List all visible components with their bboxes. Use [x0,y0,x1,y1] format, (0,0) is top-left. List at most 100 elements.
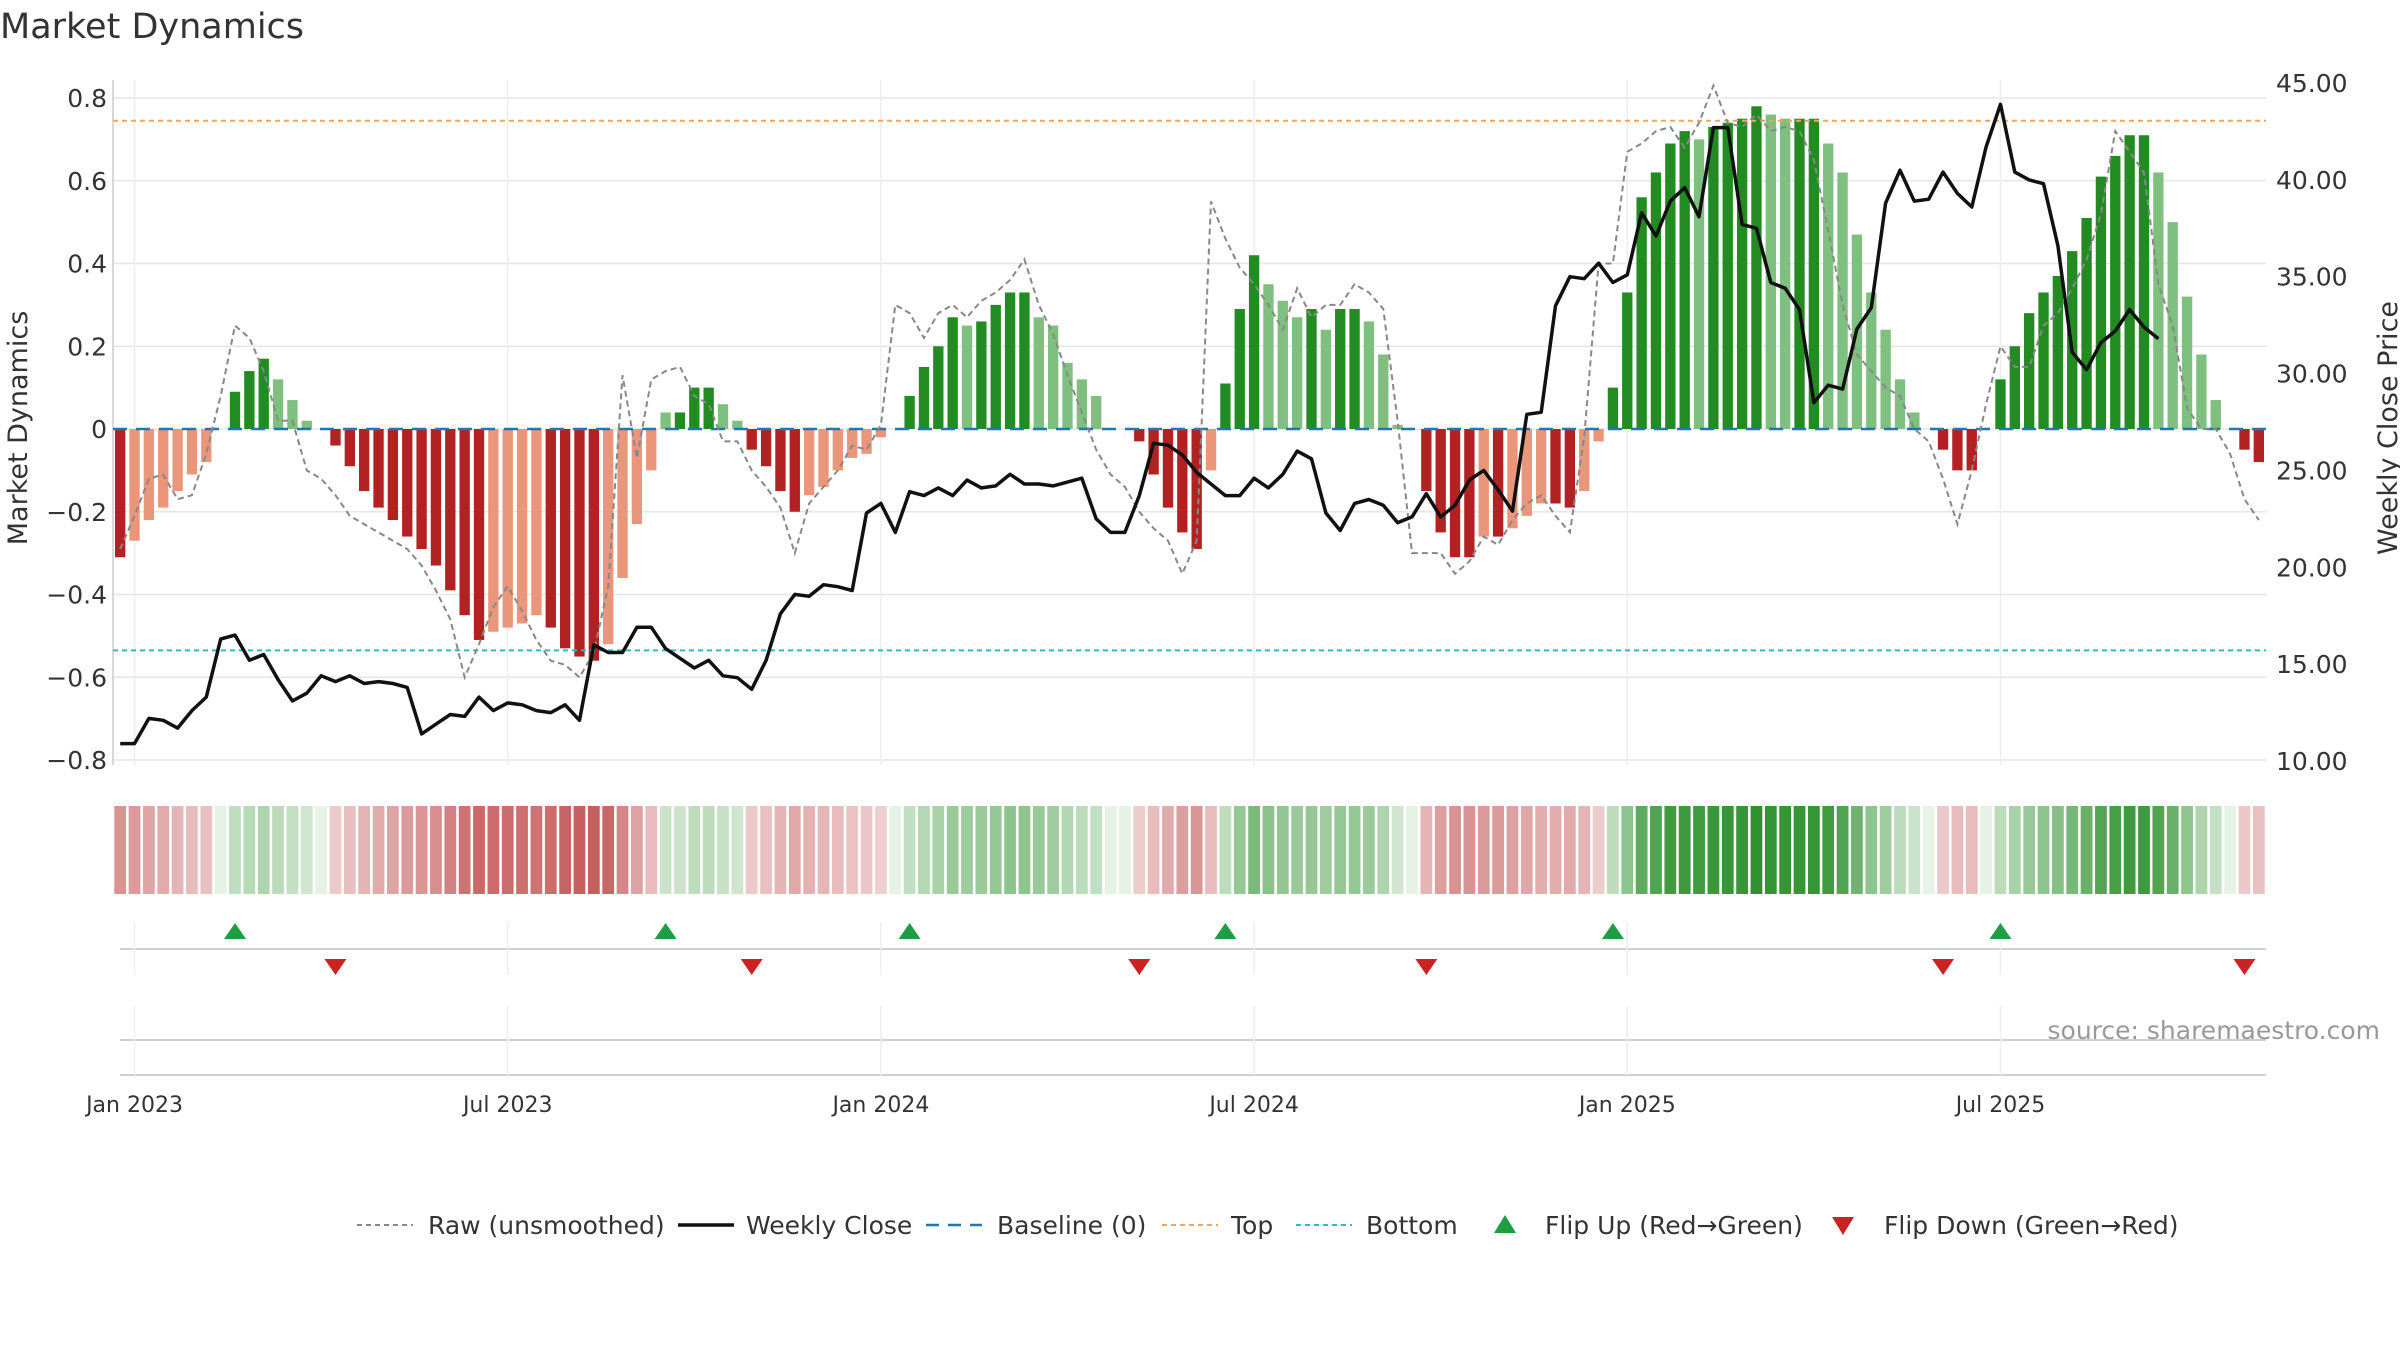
md-bar [646,429,657,471]
y2-tick-label: 25.00 [2276,456,2348,485]
flip-down-marker [324,959,347,975]
state-cell [1965,806,1978,894]
y-tick-label: 0.2 [67,332,107,361]
state-cell [573,806,586,894]
state-cell [1851,806,1863,894]
state-cell [788,806,801,894]
md-bar [1349,309,1360,429]
state-cell [674,806,686,894]
md-bar [1248,255,1260,429]
state-cell [602,806,615,894]
state-cell [1420,806,1433,894]
md-bar [904,395,915,429]
md-bar [2081,217,2092,429]
md-bar [172,429,183,492]
md-bar [775,429,786,492]
md-bar [1564,429,1576,508]
md-bar [158,429,169,508]
state-cell [2252,806,2265,894]
md-bar [115,429,126,558]
axis-layer: 0.8 0.6 0.4 0.2 0 −0.2 −0.4 −0.6 −0.8 45.00 40.00 3… [46,69,2347,776]
state-cell [631,806,643,894]
md-bar [803,429,815,496]
md-bar [1464,429,1475,558]
md-bar [402,429,413,537]
state-cell [2138,806,2150,894]
grid-layer [112,80,2266,765]
md-bar [832,429,844,471]
state-cell [846,806,859,894]
state-cell [171,806,184,894]
state-cell [2238,806,2251,894]
y2-tick-label: 35.00 [2276,263,2348,292]
state-cell [1822,806,1835,894]
md-bar [1435,429,1446,533]
md-bar [1894,379,1906,429]
state-cell [831,806,844,894]
flip-up-marker [654,923,677,939]
md-bar [660,412,671,429]
x-tick-label: Jan 2025 [1577,1093,1676,1118]
md-bar [1679,131,1690,429]
md-bar [1765,114,1776,430]
state-cell [1779,806,1792,894]
state-cell [1305,806,1318,894]
state-cell [2109,806,2122,894]
md-bar [732,420,743,429]
state-cell [1865,806,1878,894]
md-bar [1937,429,1949,450]
state-cell [1678,806,1691,894]
md-bar [2167,222,2178,429]
state-cell [817,806,830,894]
state-cell [659,806,672,894]
md-bar [1708,126,1719,430]
state-cell [587,806,600,894]
state-cell [1391,806,1404,894]
md-bar [129,429,140,541]
y2-tick-label: 20.00 [2276,553,2348,582]
md-bar [818,429,829,487]
state-cell [918,806,930,894]
md-bar [2239,429,2250,450]
md-bar [272,379,284,429]
md-bar [933,346,944,429]
legend-label: Bottom [1366,1211,1458,1240]
y2-tick-label: 15.00 [2276,650,2348,679]
md-bar [2210,400,2221,429]
state-cell [214,806,227,894]
state-cell [745,806,758,894]
md-bar [2038,292,2049,429]
md-bar [674,412,686,429]
state-cell [875,806,887,894]
state-cell [1032,806,1045,894]
state-cell [1248,806,1260,894]
state-cell [444,806,457,894]
md-bar [789,429,800,512]
state-cell [1090,806,1103,894]
md-bar [1148,429,1159,475]
y-tick-label: 0 [91,415,107,444]
md-bar [1076,379,1088,429]
md-bar [1019,292,1030,429]
md-bar [2095,176,2107,429]
state-cell [257,806,270,894]
state-cell [1879,806,1892,894]
state-cell [946,806,959,894]
md-bar [373,429,384,508]
state-cell [2195,806,2208,894]
md-bar [2009,346,2020,429]
md-bar [1794,118,1805,429]
state-cell [2066,806,2079,894]
state-cell [1406,806,1418,894]
flip-up-marker [1214,923,1237,939]
state-cell [372,806,385,894]
state-cell [1190,806,1203,894]
md-bar [1521,429,1532,516]
state-cell [343,806,356,894]
md-bar [1607,387,1619,429]
md-bar [961,325,973,429]
md-bar [574,429,585,657]
md-bar [1579,429,1590,492]
bar-layer [115,106,2264,661]
state-cell [1449,806,1461,894]
